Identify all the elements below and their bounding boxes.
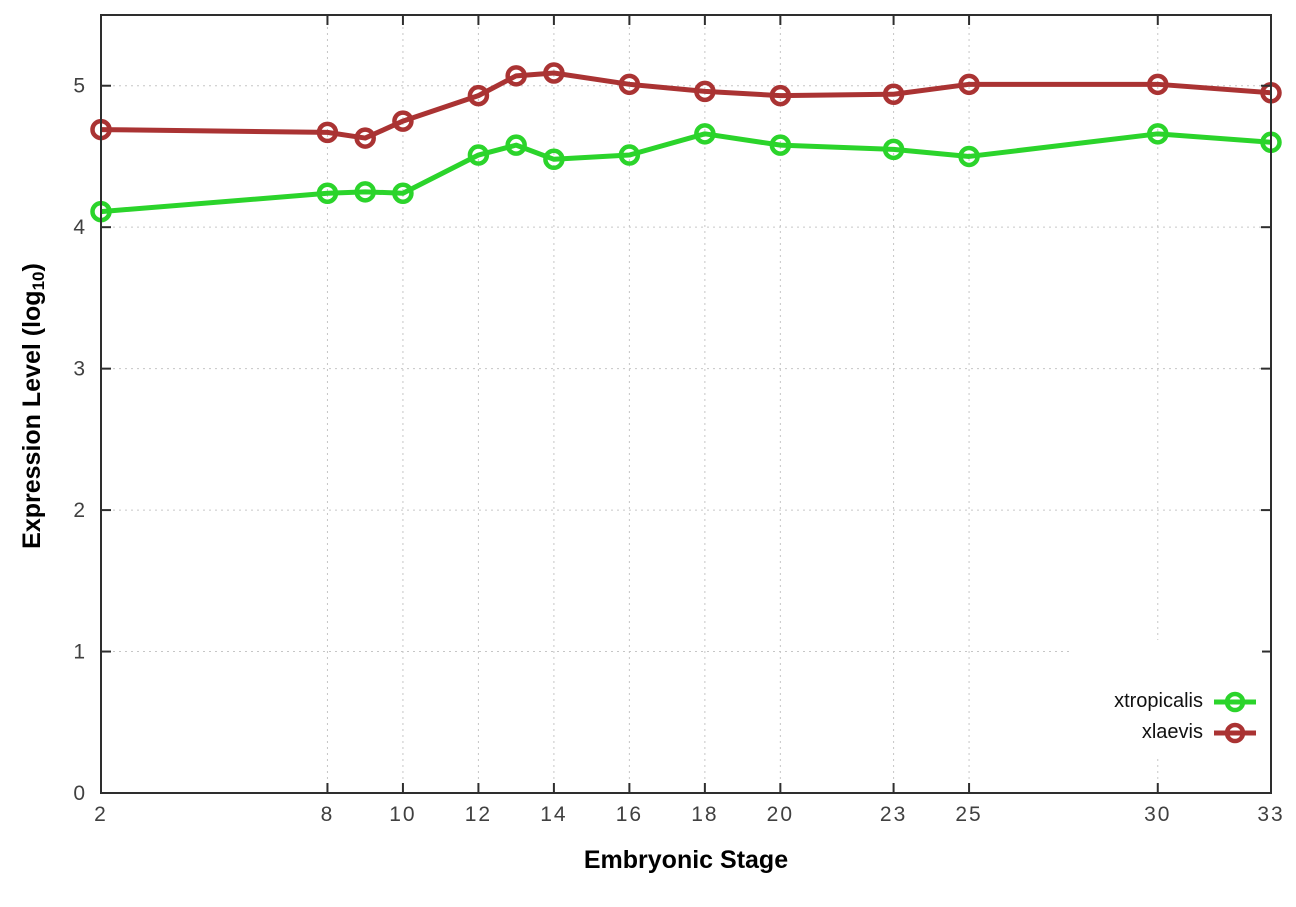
x-tick-label: 10 [389, 803, 416, 826]
tick-marks [100, 15, 1272, 794]
legend-entry-xlaevis: xlaevis [1070, 717, 1258, 748]
x-tick-label: 20 [767, 803, 794, 826]
series-line-xlaevis [100, 70, 1272, 141]
y-axis-title-text: Expression Level (log [18, 290, 46, 549]
x-tick-label: 25 [955, 803, 982, 826]
x-tick-label: 14 [540, 803, 567, 826]
x-tick-label: 33 [1257, 803, 1284, 826]
legend-marker-xtropicalis [1214, 691, 1256, 712]
legend-label-xtropicalis: xtropicalis [1114, 690, 1203, 712]
legend-entry-xtropicalis: xtropicalis [1070, 686, 1258, 717]
y-axis-title-close: ) [18, 263, 46, 272]
series-markers-xlaevis [90, 62, 1282, 149]
x-axis-title: Embryonic Stage [583, 846, 789, 874]
x-tick-label: 23 [880, 803, 907, 826]
y-tick-label: 3 [73, 358, 87, 381]
x-tick-label: 16 [616, 803, 643, 826]
series-line-xtropicalis [100, 131, 1272, 215]
legend-marker-xlaevis [1214, 722, 1256, 743]
legend: xtropicalis xlaevis [1070, 640, 1262, 758]
y-axis-title: Expression Level (log10) [15, 156, 49, 656]
legend-label-xlaevis: xlaevis [1141, 721, 1203, 743]
y-tick-label: 0 [73, 782, 87, 805]
x-tick-label: 2 [94, 803, 108, 826]
y-tick-label: 4 [73, 216, 87, 239]
y-tick-label: 2 [73, 499, 87, 522]
y-axis-title-subscript: 10 [29, 271, 48, 291]
x-tick-label: 8 [321, 803, 335, 826]
y-tick-label: 1 [73, 641, 87, 664]
plot-border [100, 14, 1272, 794]
y-tick-label: 5 [73, 75, 87, 98]
x-tick-label: 18 [691, 803, 718, 826]
x-tick-label: 12 [465, 803, 492, 826]
x-tick-label: 30 [1144, 803, 1171, 826]
